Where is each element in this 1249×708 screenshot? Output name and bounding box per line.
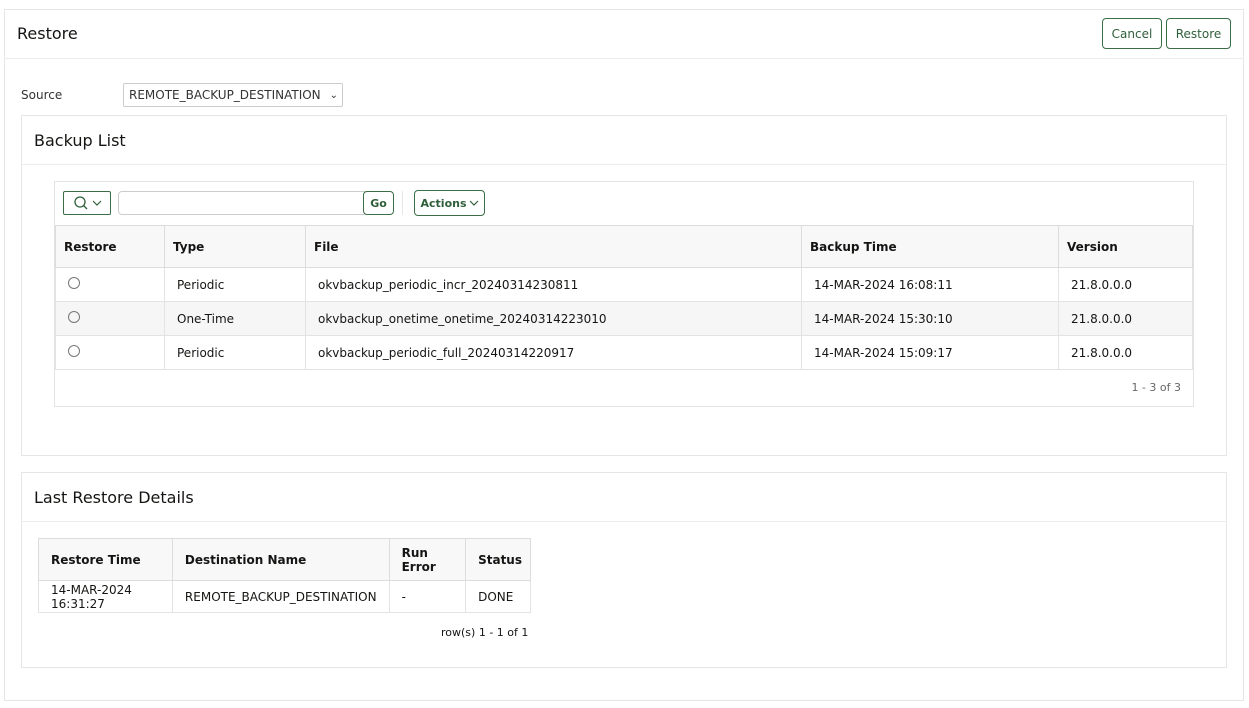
toolbar-divider — [402, 191, 403, 215]
type-cell: Periodic — [164, 335, 306, 370]
backup-list-header — [21, 115, 1227, 165]
table-header-row: Restore Time Destination Name Run Error … — [38, 538, 531, 581]
column-header-backup-time[interactable]: Backup Time — [801, 225, 1059, 268]
backup-list-region — [21, 115, 1227, 456]
last-restore-table: Restore Time Destination Name Run Error … — [38, 538, 531, 613]
table-row: One-Time okvbackup_onetime_onetime_20240… — [55, 301, 1193, 336]
cancel-button[interactable]: Cancel — [1102, 18, 1162, 49]
file-cell: okvbackup_periodic_full_20240314220917 — [305, 335, 802, 370]
backup-table: Restore Type File Backup Time Version Pe… — [55, 225, 1193, 370]
restore-button[interactable]: Restore — [1166, 18, 1231, 49]
column-header-file[interactable]: File — [305, 225, 802, 268]
chevron-down-icon: ⌄ — [329, 89, 339, 101]
time-cell: 14-MAR-2024 16:08:11 — [801, 267, 1059, 302]
version-cell: 21.8.0.0.0 — [1058, 267, 1193, 302]
restore-radio[interactable] — [68, 345, 80, 357]
last-restore-title: Last Restore Details — [34, 488, 194, 507]
version-cell: 21.8.0.0.0 — [1058, 301, 1193, 336]
pagination-text: 1 - 3 of 3 — [1131, 381, 1181, 394]
time-cell: 14-MAR-2024 15:09:17 — [801, 335, 1059, 370]
actions-label: Actions — [420, 196, 467, 210]
backup-report — [54, 181, 1194, 407]
last-restore-header — [21, 472, 1227, 522]
file-cell: okvbackup_onetime_onetime_20240314223010 — [305, 301, 802, 336]
table-header-row: Restore Type File Backup Time Version — [55, 225, 1193, 268]
restore-radio[interactable] — [68, 311, 80, 323]
chevron-down-icon — [469, 200, 478, 206]
type-cell: Periodic — [164, 267, 306, 302]
destination-cell: REMOTE_BACKUP_DESTINATION — [171, 580, 390, 613]
panel-header — [4, 9, 1244, 59]
column-header-destination-name: Destination Name — [171, 538, 390, 581]
column-header-restore[interactable]: Restore — [55, 225, 165, 268]
source-value: REMOTE_BACKUP_DESTINATION — [129, 88, 321, 102]
type-cell: One-Time — [164, 301, 306, 336]
column-header-status: Status — [465, 538, 531, 581]
backup-list-title: Backup List — [34, 131, 126, 150]
last-restore-region — [21, 472, 1227, 668]
status-cell: DONE — [465, 580, 531, 613]
search-column-button[interactable] — [63, 191, 111, 215]
search-input[interactable] — [118, 191, 368, 215]
time-cell: 14-MAR-2024 15:30:10 — [801, 301, 1059, 336]
column-header-version[interactable]: Version — [1058, 225, 1193, 268]
column-header-run-error: Run Error — [388, 538, 467, 581]
chevron-down-icon — [92, 200, 101, 206]
pagination-text: row(s) 1 - 1 of 1 — [441, 626, 529, 639]
file-cell: okvbackup_periodic_incr_20240314230811 — [305, 267, 802, 302]
table-row: 14-MAR-2024 16:31:27 REMOTE_BACKUP_DESTI… — [38, 580, 531, 613]
run-error-cell: - — [388, 580, 467, 613]
restore-panel — [4, 9, 1244, 701]
restore-time-cell: 14-MAR-2024 16:31:27 — [38, 580, 173, 613]
table-row: Periodic okvbackup_periodic_incr_2024031… — [55, 267, 1193, 302]
page-title: Restore — [17, 24, 78, 43]
source-select[interactable]: REMOTE_BACKUP_DESTINATION ⌄ — [123, 83, 343, 107]
restore-radio[interactable] — [68, 277, 80, 289]
version-cell: 21.8.0.0.0 — [1058, 335, 1193, 370]
go-button[interactable]: Go — [363, 191, 394, 215]
table-row: Periodic okvbackup_periodic_full_2024031… — [55, 335, 1193, 370]
column-header-type[interactable]: Type — [164, 225, 306, 268]
column-header-restore-time: Restore Time — [38, 538, 173, 581]
search-icon — [73, 196, 87, 210]
actions-button[interactable]: Actions — [414, 190, 485, 216]
source-label: Source — [21, 88, 63, 102]
